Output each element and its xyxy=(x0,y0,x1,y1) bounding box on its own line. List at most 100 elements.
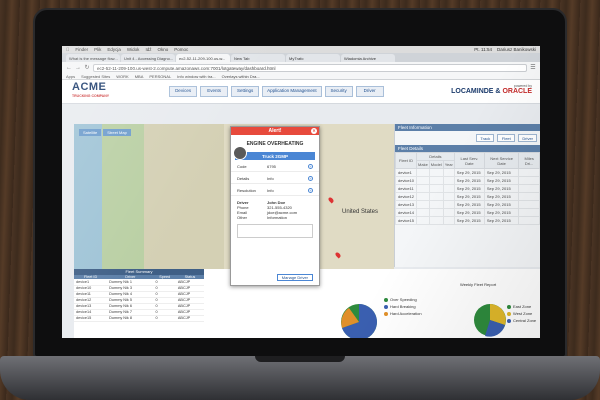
legend-dot-icon xyxy=(384,297,388,302)
nav-button-security[interactable]: Security xyxy=(324,86,353,97)
alert-row-key: Resolution xyxy=(237,188,256,193)
table-row[interactable]: device15 Dummy Nik 8 0 ABCJP xyxy=(74,315,204,322)
legend-label: Hard Breaking xyxy=(390,304,416,309)
year-cell xyxy=(442,216,455,225)
fleet-info-header: Fleet Information xyxy=(395,124,540,131)
nav-button-driver[interactable]: Driver xyxy=(355,86,384,97)
map-button-satellite[interactable]: Satellite xyxy=(79,129,102,136)
summary-col[interactable]: Driver xyxy=(107,275,154,279)
browser-tab[interactable]: MyTrafo xyxy=(286,54,340,62)
summary-driver-cell: Dummy Nik 3 xyxy=(107,285,154,292)
forward-icon[interactable]: → xyxy=(75,64,81,71)
address-bar: ← → ↻ ec2-52-11-209-100.us-west-2.comput… xyxy=(62,62,540,73)
fleet-info-panel: Fleet Information Track Fleet Driver Fleet… xyxy=(394,124,540,267)
miles-cell xyxy=(518,216,540,225)
menubar-user[interactable]: Dariusz Banikowski xyxy=(496,47,536,52)
summary-col[interactable]: Speed xyxy=(153,275,176,279)
bookmark-item[interactable]: WORK xyxy=(116,73,129,79)
col-last-service[interactable]: Last Serv. Date xyxy=(453,152,485,169)
table-row[interactable]: device10 Dummy Nik 3 0 ABCJP xyxy=(74,285,204,292)
table-row[interactable]: device1 Dummy Nik 1 0 ABCJP xyxy=(74,279,204,286)
col-next-service[interactable]: Next Service Date xyxy=(483,152,520,169)
driver-row-other: Other Information xyxy=(237,215,313,220)
next-service-cell: Sep 29, 2015 xyxy=(483,216,520,225)
legend-label: West Zone xyxy=(513,311,533,316)
alert-row-code: Code 6795 + xyxy=(231,164,319,172)
summary-col[interactable]: Status xyxy=(175,275,204,279)
menubar-item[interactable]: Edycja xyxy=(104,47,121,52)
expand-icon[interactable]: + xyxy=(308,188,313,193)
bookmark-item[interactable]: Overlays within Dra... xyxy=(221,73,260,79)
nav-button-events[interactable]: Events xyxy=(200,86,229,97)
legend-dot-icon xyxy=(384,304,388,309)
close-icon[interactable]: ✕ xyxy=(311,128,317,134)
apple-icon[interactable]:  xyxy=(66,47,69,52)
browser-tab[interactable]: ec2-52-11-209-100.us-w... xyxy=(176,54,230,62)
expand-icon[interactable]: + xyxy=(308,176,313,181)
menubar-clock: Pt. 11:54 xyxy=(474,47,492,52)
legend-item: East Zone xyxy=(507,304,536,309)
summary-id-cell: device11 xyxy=(74,291,108,298)
summary-driver-cell: Dummy Nik 8 xyxy=(107,315,154,322)
app-nav: Devices Events Settings Application Managem… xyxy=(169,86,384,97)
powered-by-label: powered by xyxy=(513,84,532,88)
menubar-item[interactable]: Okno xyxy=(154,47,168,52)
table-row[interactable]: device12 Sep 29, 2015 Sep 29, 2015 xyxy=(394,192,540,201)
table-row[interactable]: device11 Sep 29, 2015 Sep 29, 2015 xyxy=(394,184,540,193)
fleet-id-cell: device15 xyxy=(394,216,418,225)
table-row[interactable]: device14 Dummy Nik 7 0 ABCJP xyxy=(74,309,204,316)
reload-icon[interactable]: ↻ xyxy=(84,65,90,71)
map-country-label: United States xyxy=(342,209,379,215)
expand-icon[interactable]: + xyxy=(308,164,313,169)
manage-driver-button[interactable]: Manage Driver xyxy=(276,274,313,281)
table-row[interactable]: device13 Dummy Nik 6 0 ABCJP xyxy=(74,303,204,310)
menubar-item[interactable]: Plik xyxy=(90,47,101,52)
acme-logo[interactable]: ACME TRUCKING COMPANY xyxy=(72,81,110,101)
driver-row-key: Driver xyxy=(237,200,249,205)
browser-tab[interactable]: What is the message flow... xyxy=(66,54,120,62)
bookmark-item[interactable]: Info window with tra... xyxy=(177,73,216,79)
browser-tab[interactable]: New Tab xyxy=(231,54,285,62)
back-icon[interactable]: ← xyxy=(66,64,72,71)
bookmark-item[interactable]: MBA xyxy=(134,73,144,79)
laptop-base xyxy=(0,356,600,400)
bookmark-item[interactable]: Suggested Sites xyxy=(81,73,111,79)
events-pie xyxy=(341,304,377,338)
map-button-street-map[interactable]: Street Map xyxy=(103,129,131,136)
browser-tab[interactable]: Wiadomia Archive xyxy=(341,54,395,62)
logo-subtitle: TRUCKING COMPANY xyxy=(72,93,110,98)
menubar-item[interactable]: Pomoc xyxy=(170,47,188,52)
menu-icon[interactable]: ☰ xyxy=(530,65,536,71)
nav-button-application-management[interactable]: Application Management xyxy=(262,86,322,97)
driver-row-key: Email xyxy=(237,210,248,215)
bookmark-item[interactable]: Apps xyxy=(66,73,76,79)
fleet-button-driver[interactable]: Driver xyxy=(518,134,537,142)
summary-status-cell: ABCJP xyxy=(175,315,204,322)
table-row[interactable]: device12 Dummy Nik 5 0 ABCJP xyxy=(74,297,204,304)
browser-tab[interactable]: Unit 4 - Accessing Diagno... xyxy=(121,54,175,62)
bookmark-item[interactable]: PERSONAL xyxy=(149,73,172,79)
table-row[interactable]: device11 Dummy Nik 4 0 ABCJP xyxy=(74,291,204,298)
nav-button-devices[interactable]: Devices xyxy=(169,86,198,97)
fleet-button-track[interactable]: Track xyxy=(476,134,495,142)
fleet-button-fleet[interactable]: Fleet xyxy=(497,134,516,142)
table-row[interactable]: device15 Sep 29, 2015 Sep 29, 2015 xyxy=(394,216,540,225)
menubar-item[interactable]: Finder xyxy=(72,47,88,52)
events-legend: Over Speeding Hard Breaking Hard Accelerat… xyxy=(384,297,422,318)
alert-row-value: Info xyxy=(267,188,274,193)
summary-col[interactable]: Fleet ID xyxy=(74,275,108,279)
menubar-item[interactable]: Widok xyxy=(123,47,140,52)
notes-textarea[interactable] xyxy=(237,224,313,238)
pie-charts xyxy=(341,304,506,338)
menubar-item[interactable]: Idź xyxy=(142,47,151,52)
summary-id-cell: device15 xyxy=(74,315,108,322)
truck-bar: Truck 2GMP xyxy=(233,146,315,160)
col-fleet-id[interactable]: Fleet ID xyxy=(394,152,418,169)
alert-row-value: 6795 xyxy=(267,164,276,169)
url-input[interactable]: ec2-52-11-209-100.us-west-2.compute.amaz… xyxy=(93,63,527,72)
summary-driver-cell: Dummy Nik 6 xyxy=(107,303,154,310)
driver-row-value: Information xyxy=(267,215,288,220)
fleet-info-buttons: Track Fleet Driver xyxy=(395,131,540,145)
nav-button-settings[interactable]: Settings xyxy=(231,86,260,97)
